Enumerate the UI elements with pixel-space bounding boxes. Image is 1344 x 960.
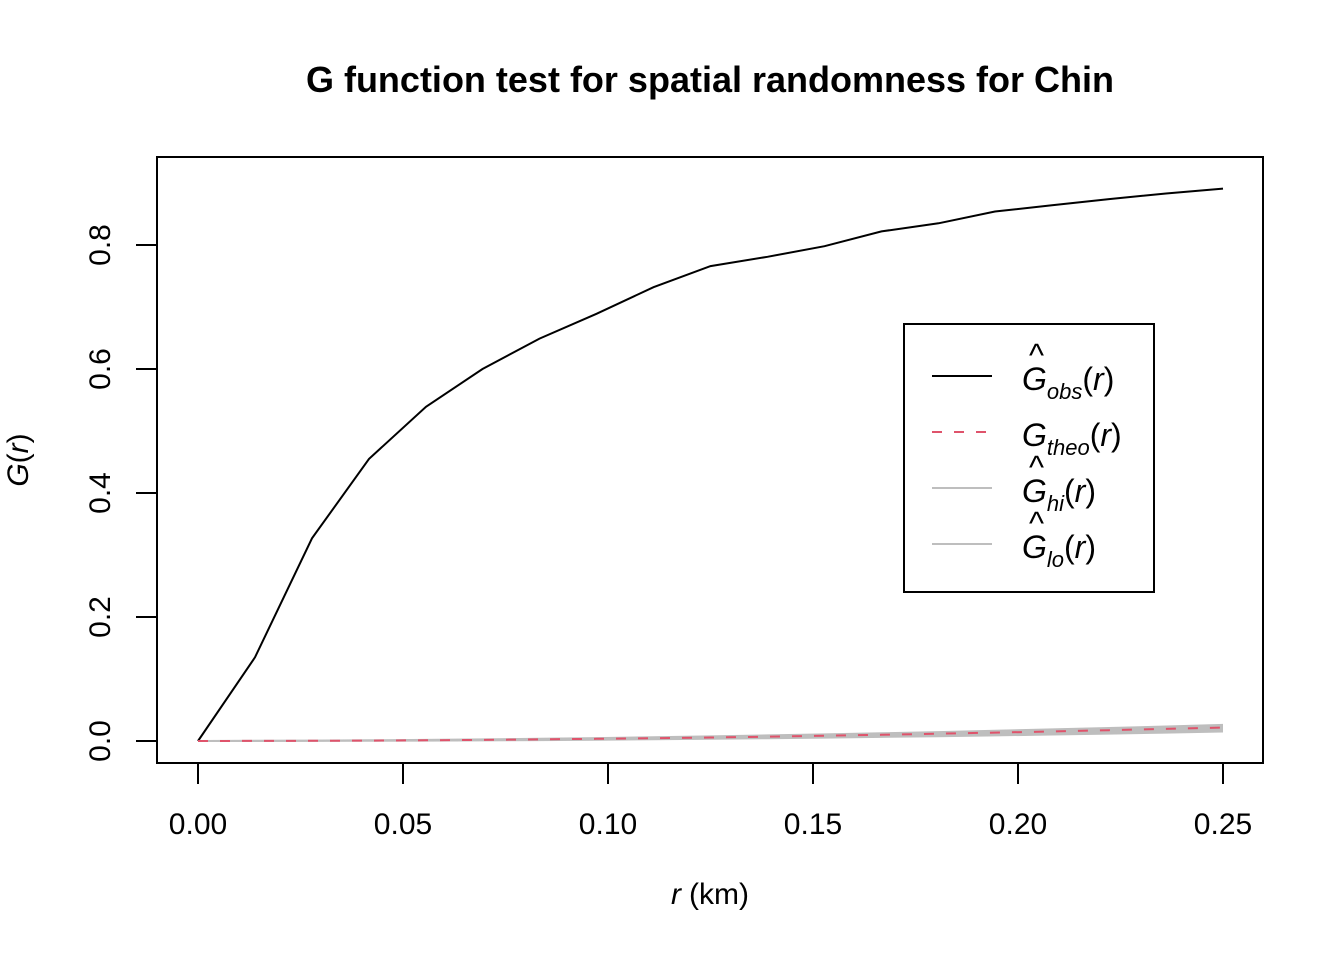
x-axis-label: r (km): [671, 878, 749, 911]
series-line-obs: [197, 187, 1224, 742]
legend-entry-lo: Glo(r)^: [1022, 505, 1096, 572]
x-axis-unit: (km): [689, 878, 749, 911]
legend-label-lo: Glo(r): [1022, 529, 1096, 572]
x-tick-label: 0.25: [1194, 808, 1252, 841]
legend-box: [903, 323, 1155, 593]
y-axis-close: ): [2, 433, 35, 443]
y-axis: 0.0 0.2 0.4 0.6 0.8: [84, 224, 158, 762]
y-tick-label: 0.2: [84, 596, 117, 638]
x-tick-label: 0.15: [784, 808, 842, 841]
x-tick-label: 0.05: [374, 808, 432, 841]
plot-area: [197, 187, 1224, 742]
y-axis-open: (: [2, 453, 35, 463]
legend: Gobs(r)^Gtheo(r)Ghi(r)^Glo(r)^: [903, 323, 1155, 593]
legend-hat-lo: ^: [1029, 505, 1044, 541]
series-line-lo: [198, 730, 1224, 742]
legend-label-obs: Gobs(r): [1022, 361, 1114, 404]
y-axis-fn: G: [2, 463, 35, 486]
legend-label-theo: Gtheo(r): [1022, 417, 1122, 460]
legend-entry-obs: Gobs(r)^: [1022, 337, 1114, 404]
legend-entry-hi: Ghi(r)^: [1022, 449, 1096, 516]
legend-hat-obs: ^: [1029, 337, 1044, 373]
y-axis-var: r: [2, 442, 35, 453]
x-axis-var: r: [671, 878, 682, 911]
y-axis-label: G(r): [2, 433, 35, 486]
x-tick-label: 0.20: [989, 808, 1047, 841]
x-tick-label: 0.10: [579, 808, 637, 841]
legend-entry-theo: Gtheo(r): [1022, 417, 1122, 460]
series-line-theo: [197, 726, 1224, 742]
x-axis: 0.00 0.05 0.10 0.15 0.20 0.25: [169, 762, 1252, 841]
legend-label-hi: Ghi(r): [1022, 473, 1096, 516]
y-tick-label: 0.6: [84, 348, 117, 390]
legend-hat-hi: ^: [1029, 449, 1044, 485]
x-tick-label: 0.00: [169, 808, 227, 841]
y-tick-label: 0.0: [84, 720, 117, 762]
y-tick-label: 0.4: [84, 472, 117, 514]
chart-title: G function test for spatial randomness f…: [306, 59, 1114, 100]
y-tick-label: 0.8: [84, 224, 117, 266]
